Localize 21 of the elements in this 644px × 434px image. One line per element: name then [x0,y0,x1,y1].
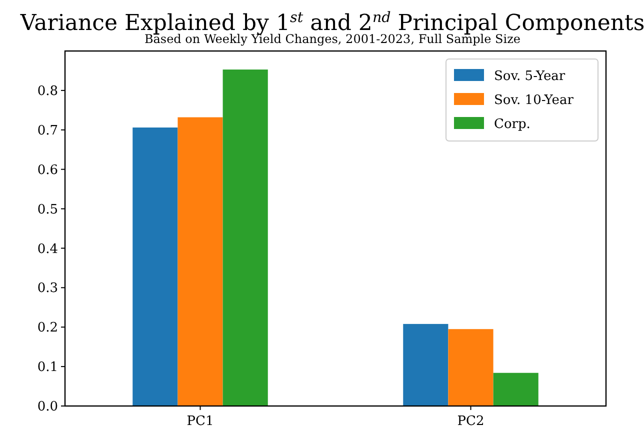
y-tick-label: 0.4 [37,242,58,257]
legend-label: Sov. 10-Year [494,93,574,108]
y-tick-label: 0.1 [37,360,58,376]
legend-label: Sov. 5-Year [494,69,566,84]
y-tick-label: 0.2 [37,320,58,336]
y-tick-label: 0.8 [37,84,58,99]
y-tick-label: 0.0 [37,400,58,415]
y-tick-label: 0.6 [37,162,58,178]
x-tick-label: PC1 [186,414,214,429]
bar [178,117,223,406]
x-tick-label: PC2 [457,414,484,429]
bar [448,329,494,406]
bar [132,128,178,406]
y-tick-label: 0.5 [37,202,58,218]
y-tick-label: 0.7 [37,123,58,138]
bar [493,372,538,406]
bar [222,70,268,406]
legend-label: Corp. [494,117,530,132]
y-tick-label: 0.3 [37,281,58,296]
chart-subtitle: Based on Weekly Yield Changes, 2001-2023, Full Sample Size [144,32,521,46]
bar [403,324,448,406]
